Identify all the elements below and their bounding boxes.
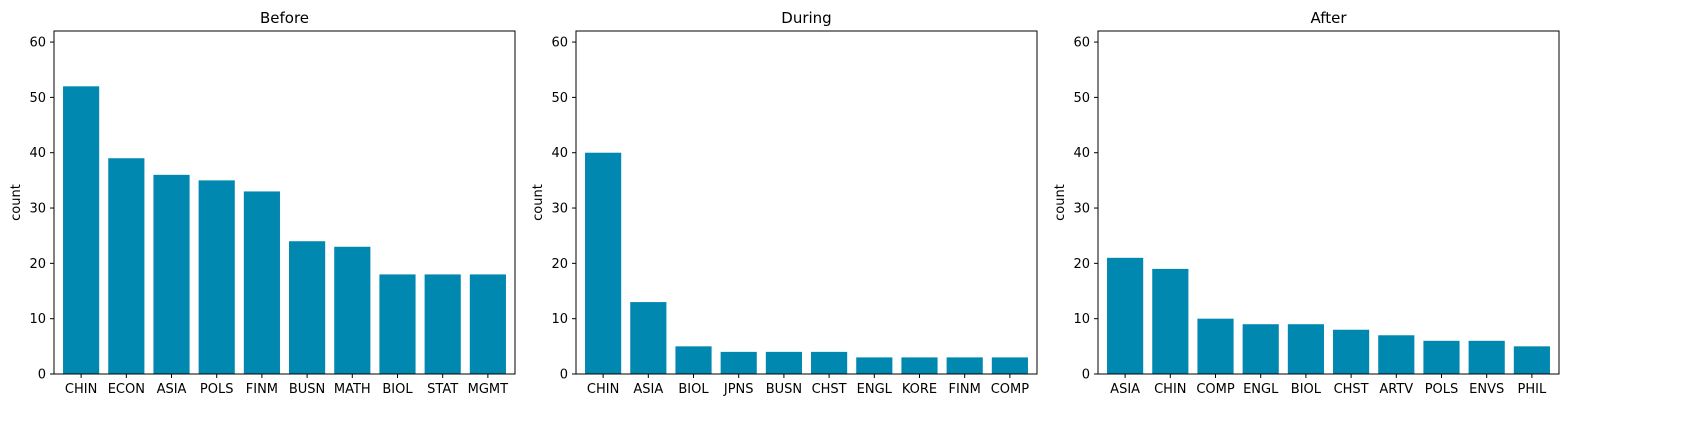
bar-engl (856, 357, 893, 374)
y-axis-label: count (531, 184, 546, 221)
bar-jpns (720, 351, 757, 374)
y-tick-label: 10 (1073, 312, 1090, 327)
y-tick-label: 50 (29, 91, 46, 106)
bar-mgmt (469, 274, 506, 374)
y-tick-label: 30 (551, 202, 568, 217)
bar-finm (243, 191, 280, 374)
y-tick-label: 20 (1073, 257, 1090, 272)
y-tick-label: 0 (560, 368, 568, 383)
x-tick-label: BIOL (678, 382, 709, 397)
bar-biol (1287, 324, 1324, 374)
x-tick-label: MATH (334, 382, 371, 397)
x-tick-label: POLS (1425, 382, 1459, 397)
axes-frame (1097, 30, 1560, 375)
x-tick-label: MGMT (468, 382, 509, 397)
x-tick-label: ASIA (633, 382, 663, 397)
bar-chin (1152, 268, 1189, 374)
bar-chin (63, 86, 100, 374)
bar-pols (1423, 340, 1460, 374)
y-tick-label: 0 (38, 368, 46, 383)
bar-busn (289, 241, 326, 374)
x-tick-label: BIOL (382, 382, 413, 397)
bar-asia (153, 174, 190, 374)
y-tick-label: 40 (29, 146, 46, 161)
y-tick-label: 20 (29, 257, 46, 272)
bar-envs (1468, 340, 1505, 374)
chart-panel-2: 0 10 20 30 40 50 60 CHIN ASIA BIOL JPNS BUSN CHST ENG… (531, 9, 1038, 397)
x-tick-label: ASIA (1110, 382, 1140, 397)
y-tick-label: 0 (1082, 368, 1090, 383)
chart-title: During (781, 9, 831, 27)
bar-comp (1197, 318, 1234, 374)
x-tick-label: ASIA (157, 382, 187, 397)
x-tick-label: POLS (200, 382, 234, 397)
x-tick-label: FINM (246, 382, 278, 397)
x-tick-label: BIOL (1291, 382, 1322, 397)
y-tick-label: 30 (29, 202, 46, 217)
y-axis-label: count (9, 184, 24, 221)
x-tick-label: COMP (991, 382, 1030, 397)
bar-artv (1378, 335, 1415, 374)
x-tick-label: STAT (427, 382, 458, 397)
bar-comp (991, 357, 1028, 374)
x-tick-label: KORE (902, 382, 937, 397)
y-tick-label: 60 (1073, 36, 1090, 51)
y-tick-label: 50 (551, 91, 568, 106)
bar-biol (675, 346, 712, 374)
axes-frame (575, 30, 1038, 375)
bar-asia (630, 302, 667, 374)
bar-chst (1333, 329, 1370, 374)
y-tick-label: 50 (1073, 91, 1090, 106)
x-tick-label: ENGL (1243, 382, 1279, 397)
x-tick-label: CHST (812, 382, 847, 397)
bar-finm (946, 357, 983, 374)
y-tick-label: 20 (551, 257, 568, 272)
x-tick-label: BUSN (766, 382, 802, 397)
y-tick-label: 60 (29, 36, 46, 51)
bar-engl (1242, 324, 1279, 374)
axes-frame (53, 30, 516, 375)
bar-kore (901, 357, 938, 374)
y-tick-label: 30 (1073, 202, 1090, 217)
bar-stat (424, 274, 461, 374)
x-tick-label: CHIN (587, 382, 619, 397)
x-tick-label: ECON (108, 382, 145, 397)
y-tick-label: 10 (551, 312, 568, 327)
bar-math (334, 246, 371, 374)
bar-asia (1107, 257, 1144, 374)
y-axis-label: count (1053, 184, 1068, 221)
y-tick-label: 60 (551, 36, 568, 51)
bar-biol (379, 274, 416, 374)
x-tick-label: CHIN (1154, 382, 1186, 397)
x-tick-label: FINM (949, 382, 981, 397)
x-tick-label: JPNS (723, 382, 754, 397)
x-tick-label: BUSN (289, 382, 325, 397)
chart-panel-3: 0 10 20 30 40 50 60 ASIA CHIN COMP ENGL BIOL CHST ART… (1053, 9, 1560, 397)
bar-busn (765, 351, 802, 374)
chart-panel-1: 0 10 20 30 40 50 60 CHIN ECON ASIA POLS FINM BUSN MAT… (9, 9, 516, 397)
chart-title: After (1310, 9, 1347, 27)
x-tick-label: CHIN (65, 382, 97, 397)
x-tick-label: ARTV (1379, 382, 1413, 397)
y-tick-label: 40 (1073, 146, 1090, 161)
chart-title: Before (260, 9, 309, 27)
bar-econ (108, 158, 145, 374)
y-tick-label: 40 (551, 146, 568, 161)
bar-chst (811, 351, 848, 374)
x-tick-label: PHIL (1518, 382, 1547, 397)
bar-pols (198, 180, 235, 374)
x-tick-label: COMP (1196, 382, 1235, 397)
x-tick-label: CHST (1334, 382, 1369, 397)
y-tick-label: 10 (29, 312, 46, 327)
bar-chin (585, 152, 622, 374)
x-tick-label: ENVS (1469, 382, 1504, 397)
x-tick-label: ENGL (857, 382, 893, 397)
bar-phil (1513, 346, 1550, 374)
